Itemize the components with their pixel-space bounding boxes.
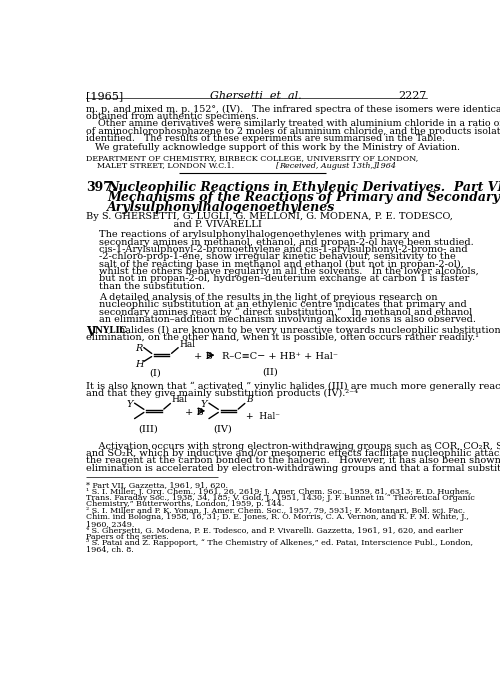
Text: identified.   The results of these experiments are summarised in the Table.: identified. The results of these experim… xyxy=(86,134,445,143)
Text: m. p. and mixed m. p. 152°, (IV).   The infrared spectra of these isomers were i: m. p. and mixed m. p. 152°, (IV). The in… xyxy=(86,105,500,113)
Text: Papers of the series.: Papers of the series. xyxy=(86,533,168,540)
Text: nucleophilic substitution at an ethylenic centre indicates that primary and: nucleophilic substitution at an ethyleni… xyxy=(99,300,467,309)
Text: (I): (I) xyxy=(150,369,162,378)
Text: MALET STREET, LONDON W.C.1.: MALET STREET, LONDON W.C.1. xyxy=(98,162,234,170)
Text: than the substitution.: than the substitution. xyxy=(99,282,205,291)
Text: the reagent at the carbon bonded to the halogen.   However, it has also been sho: the reagent at the carbon bonded to the … xyxy=(86,456,500,465)
Text: Hal: Hal xyxy=(172,394,188,404)
Text: obtained from authentic specimens.: obtained from authentic specimens. xyxy=(86,112,259,121)
Text: salt of the reacting base in methanol and ethanol (but not in propan-2-ol),: salt of the reacting base in methanol an… xyxy=(99,260,464,269)
Text: cis-1-Arylsulphonyl-2-bromoethylene and cis-1-arylsulphonyl-2-bromo- and: cis-1-Arylsulphonyl-2-bromoethylene and … xyxy=(99,245,468,254)
Text: but not in propan-2-ol, hydrogen–deuterium exchange at carbon 1 is faster: but not in propan-2-ol, hydrogen–deuteri… xyxy=(99,274,469,283)
Text: [: [ xyxy=(276,162,279,170)
Text: and P. VIVARELLI: and P. VIVARELLI xyxy=(86,219,262,229)
Text: (III): (III) xyxy=(138,425,158,434)
Text: (II): (II) xyxy=(262,367,278,376)
Text: The reactions of arylsulphonylhalogenoethylenes with primary and: The reactions of arylsulphonylhalogenoet… xyxy=(99,230,430,240)
Text: Mechanisms of the Reactions of Primary and Secondary Amines with: Mechanisms of the Reactions of Primary a… xyxy=(108,191,500,204)
Text: * Part VII, Gazzetta, 1961, 91, 620.: * Part VII, Gazzetta, 1961, 91, 620. xyxy=(86,481,228,489)
Text: halides (I) are known to be very unreactive towards nucleophilic substitution;: halides (I) are known to be very unreact… xyxy=(119,325,500,335)
Text: R–C≡C− + HB⁺ + Hal⁻: R–C≡C− + HB⁺ + Hal⁻ xyxy=(222,352,338,361)
Text: of aminochlorophosphazene to 2 moles of aluminium chloride, and the products iso: of aminochlorophosphazene to 2 moles of … xyxy=(86,126,500,136)
Text: DEPARTMENT OF CHEMISTRY, BIRBECK COLLEGE, UNIVERSITY OF LONDON,: DEPARTMENT OF CHEMISTRY, BIRBECK COLLEGE… xyxy=(86,154,418,162)
Text: Hal: Hal xyxy=(180,340,196,349)
Text: 397.: 397. xyxy=(86,181,116,194)
Text: Activation occurs with strong electron-withdrawing groups such as COR, CO₂R, SOR: Activation occurs with strong electron-w… xyxy=(86,441,500,451)
Text: ⁵ S. Patai and Z. Rappoport, “ The Chemistry of Alkenes,” ed. Patai, Interscienc: ⁵ S. Patai and Z. Rappoport, “ The Chemi… xyxy=(86,539,473,547)
Text: ¹ S. I. Miller, J. Org. Chem., 1961, 26, 2619; J. Amer. Chem. Soc., 1959, 81, 63: ¹ S. I. Miller, J. Org. Chem., 1961, 26,… xyxy=(86,488,471,496)
Text: 1960, 2349.: 1960, 2349. xyxy=(86,520,134,528)
Text: B: B xyxy=(246,394,253,404)
Text: + B: + B xyxy=(194,352,213,361)
Text: We gratefully acknowledge support of this work by the Ministry of Aviation.: We gratefully acknowledge support of thi… xyxy=(86,143,460,152)
Text: and that they give mainly substitution products (IV).²⁻⁴: and that they give mainly substitution p… xyxy=(86,388,358,398)
Text: Nucleophilic Reactions in Ethylenic Derivatives.  Part VIII.*: Nucleophilic Reactions in Ethylenic Deri… xyxy=(108,181,500,194)
Text: and SO₂R, which by inductive and/or mesomeric effects facilitate nucleophilic at: and SO₂R, which by inductive and/or meso… xyxy=(86,449,500,458)
Text: whilst the others behave regularly in all the solvents.   In the lower alcohols,: whilst the others behave regularly in al… xyxy=(99,267,478,276)
Text: -2-chloro-prop-1-ene, show irregular kinetic behaviour, sensitivity to the: -2-chloro-prop-1-ene, show irregular kin… xyxy=(99,253,456,261)
Text: elimination, on the other hand, when it is possible, often occurs rather readily: elimination, on the other hand, when it … xyxy=(86,333,479,342)
Text: +  Hal⁻: + Hal⁻ xyxy=(246,412,280,422)
Text: By S. GHERSETTI, G. LUGLI, G. MELLONI, G. MODENA, P. E. TODESCO,: By S. GHERSETTI, G. LUGLI, G. MELLONI, G… xyxy=(86,212,453,221)
Text: Chim. ind Bologna, 1958, 16, 31; D. E. Jones, R. O. Morris, C. A. Vernon, and R.: Chim. ind Bologna, 1958, 16, 31; D. E. J… xyxy=(86,513,469,521)
Text: ² S. I. Miller and P. K. Yonan, J. Amer. Chem. Soc., 1957, 79, 5931; F. Montanar: ² S. I. Miller and P. K. Yonan, J. Amer.… xyxy=(86,507,465,515)
Text: 2227: 2227 xyxy=(398,91,427,100)
Text: INYLIC: INYLIC xyxy=(92,325,128,335)
Text: It is also known that “ activated ” vinylic halides (III) are much more generall: It is also known that “ activated ” viny… xyxy=(86,382,500,390)
Text: Y: Y xyxy=(126,400,132,409)
Text: + B: + B xyxy=(185,408,204,417)
Text: Received, August 13th, 1964: Received, August 13th, 1964 xyxy=(278,162,396,170)
Text: R: R xyxy=(136,344,142,353)
Text: A detailed analysis of the results in the light of previous research on: A detailed analysis of the results in th… xyxy=(99,293,438,301)
Text: 1964, ch. 8.: 1964, ch. 8. xyxy=(86,545,134,553)
Text: Chemistry,” Butterworths, London, 1959, p. 144.: Chemistry,” Butterworths, London, 1959, … xyxy=(86,500,284,509)
Text: secondary amines in methanol, ethanol, and propan-2-ol have been studied.: secondary amines in methanol, ethanol, a… xyxy=(99,238,473,246)
Text: Y: Y xyxy=(200,400,207,409)
Text: .]: .] xyxy=(371,162,376,170)
Text: [1965]: [1965] xyxy=(86,91,123,100)
Text: elimination is accelerated by electron-withdrawing groups and that a formal subs: elimination is accelerated by electron-w… xyxy=(86,464,500,473)
Text: Trans. Faraday Soc., 1938, 34, 185; V. Gold, J., 1951, 1430; J. F. Bunnet in “ T: Trans. Faraday Soc., 1938, 34, 185; V. G… xyxy=(86,494,474,502)
Text: Other amine derivatives were similarly treated with aluminium chloride in a rati: Other amine derivatives were similarly t… xyxy=(86,120,500,128)
Text: ⁴ S. Ghersetti, G. Modena, P. E. Todesco, and P. Vivarelli. Gazzetta, 1961, 91, : ⁴ S. Ghersetti, G. Modena, P. E. Todesco… xyxy=(86,526,463,534)
Text: secondary amines react by “ direct substitution.”   In methanol and ethanol: secondary amines react by “ direct subst… xyxy=(99,308,472,316)
Text: V: V xyxy=(86,325,95,339)
Text: an elimination–addition mechanism involving alkoxide ions is also observed.: an elimination–addition mechanism involv… xyxy=(99,314,476,324)
Text: H: H xyxy=(136,360,144,369)
Text: (IV): (IV) xyxy=(213,425,232,434)
Text: Ghersetti  et  al.: Ghersetti et al. xyxy=(210,91,302,100)
Text: Arylsulphonylhalogenoethylenes: Arylsulphonylhalogenoethylenes xyxy=(108,202,336,215)
